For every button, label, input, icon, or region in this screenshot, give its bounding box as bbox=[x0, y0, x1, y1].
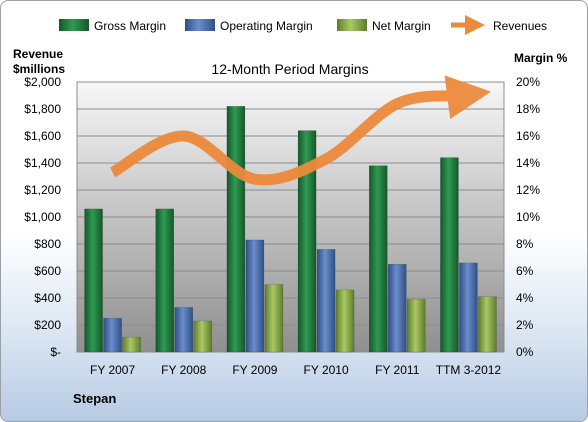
right-tick-label: 10% bbox=[516, 210, 540, 224]
bar-operating-margin-ttm-3-2012 bbox=[459, 262, 478, 353]
bar-gross-margin-ttm-3-2012 bbox=[440, 157, 459, 353]
bar-operating-margin-fy-2007 bbox=[103, 318, 122, 353]
left-tick-label: $400 bbox=[34, 291, 61, 305]
bar-operating-margin-fy-2011 bbox=[388, 264, 407, 353]
legend-label-net-margin: Net Margin bbox=[372, 19, 431, 33]
left-tick-label: $800 bbox=[34, 237, 61, 251]
right-tick-label: 6% bbox=[516, 264, 534, 278]
right-tick-label: 2% bbox=[516, 318, 534, 332]
legend-swatch-operating-margin bbox=[185, 19, 215, 31]
bar-operating-margin-fy-2008 bbox=[174, 307, 193, 353]
left-axis-title-line1: Revenue bbox=[13, 47, 63, 61]
bar-operating-margin-fy-2009 bbox=[245, 239, 265, 353]
bar-gross-margin-fy-2008 bbox=[155, 208, 174, 353]
bar-net-margin-fy-2008 bbox=[193, 320, 212, 353]
right-tick-label: 12% bbox=[516, 183, 540, 197]
category-label-fy-2009: FY 2009 bbox=[232, 363, 277, 377]
chart-title: 12-Month Period Margins bbox=[211, 61, 368, 77]
category-label-fy-2008: FY 2008 bbox=[161, 363, 206, 377]
left-tick-label: $1,800 bbox=[24, 102, 61, 116]
left-tick-label: $1,000 bbox=[24, 210, 61, 224]
left-tick-label: $2,000 bbox=[24, 75, 61, 89]
right-tick-label: 18% bbox=[516, 102, 540, 116]
right-tick-label: 0% bbox=[516, 345, 534, 359]
left-tick-label: $600 bbox=[34, 264, 61, 278]
category-label-ttm-3-2012: TTM 3-2012 bbox=[436, 363, 502, 377]
bar-operating-margin-fy-2010 bbox=[316, 249, 336, 353]
right-tick-label: 16% bbox=[516, 129, 540, 143]
left-tick-label: $200 bbox=[34, 318, 61, 332]
revenue-line bbox=[109, 75, 491, 186]
bar-net-margin-fy-2007 bbox=[122, 336, 141, 353]
bar-gross-margin-fy-2011 bbox=[369, 165, 388, 353]
legend: Gross Margin Operating Margin Net Margin… bbox=[59, 15, 547, 35]
bar-gross-margin-fy-2010 bbox=[297, 130, 317, 353]
bar-net-margin-fy-2009 bbox=[264, 284, 284, 353]
left-axis-title-line2: $millions bbox=[13, 62, 65, 76]
bar-net-margin-fy-2011 bbox=[407, 299, 426, 353]
legend-swatch-gross-margin bbox=[59, 19, 89, 31]
left-tick-label: $1,600 bbox=[24, 129, 61, 143]
right-tick-label: 4% bbox=[516, 291, 534, 305]
category-label-fy-2007: FY 2007 bbox=[90, 363, 135, 377]
legend-label-revenues: Revenues bbox=[493, 19, 547, 33]
bar-net-margin-ttm-3-2012 bbox=[478, 296, 497, 353]
legend-label-gross-margin: Gross Margin bbox=[94, 19, 166, 33]
right-tick-label: 14% bbox=[516, 156, 540, 170]
legend-swatch-net-margin bbox=[337, 19, 367, 31]
left-tick-label: $1,200 bbox=[24, 183, 61, 197]
left-tick-label: $- bbox=[50, 345, 61, 359]
company-name: Stepan bbox=[73, 391, 116, 406]
right-tick-label: 20% bbox=[516, 75, 540, 89]
category-label-fy-2010: FY 2010 bbox=[304, 363, 349, 377]
right-tick-label: 8% bbox=[516, 237, 534, 251]
right-axis-title: Margin % bbox=[514, 51, 568, 65]
legend-label-operating-margin: Operating Margin bbox=[220, 19, 313, 33]
category-label-fy-2011: FY 2011 bbox=[375, 363, 420, 377]
bar-net-margin-fy-2010 bbox=[335, 289, 355, 353]
bar-gross-margin-fy-2009 bbox=[226, 106, 246, 353]
bar-gross-margin-fy-2007 bbox=[84, 208, 103, 353]
left-tick-label: $1,400 bbox=[24, 156, 61, 170]
